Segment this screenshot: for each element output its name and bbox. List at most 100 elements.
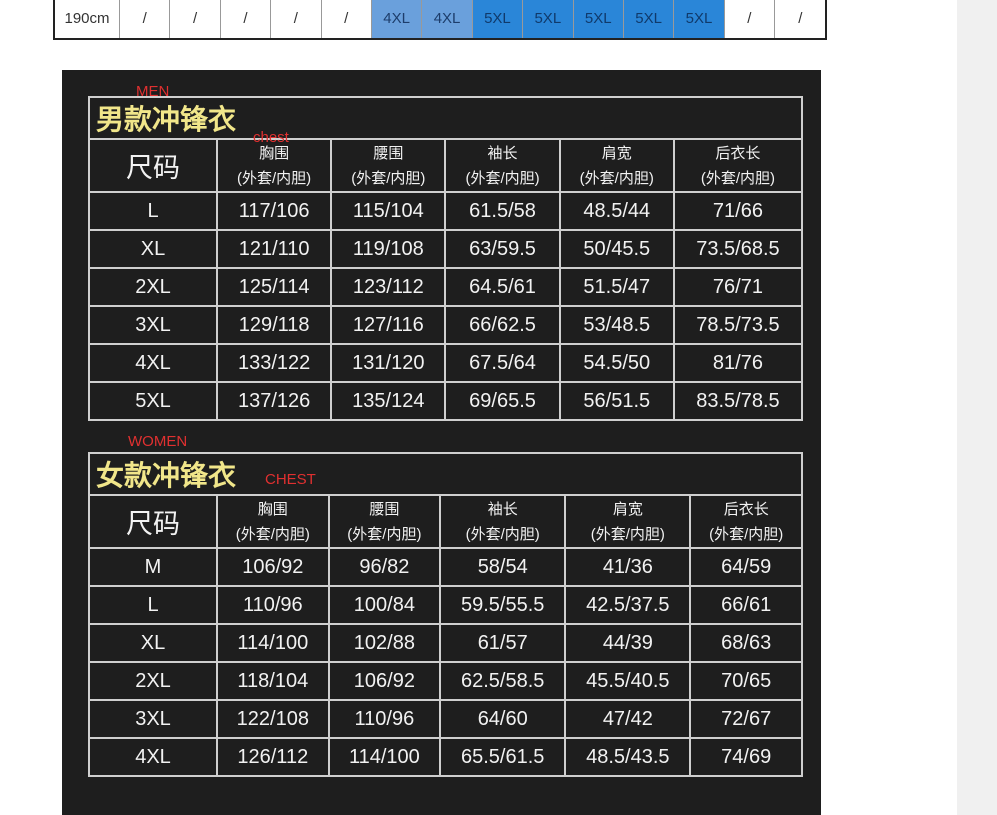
size-cell: 4XL (88, 343, 218, 383)
size-cell: 2XL (88, 661, 218, 701)
measure-cell: 100/84 (327, 585, 442, 625)
measure-cell: 44/39 (564, 623, 692, 663)
size-cell: 5XL (623, 0, 675, 38)
measure-cell: 129/118 (215, 305, 333, 345)
size-cell: 3XL (88, 305, 218, 345)
size-cell: 4XL (88, 737, 218, 777)
measure-cell: 70/65 (689, 661, 803, 701)
column-header: 胸围 (外套/内胆) (215, 138, 333, 193)
measure-cell: 42.5/37.5 (564, 585, 692, 625)
measure-cell: 123/112 (330, 267, 447, 307)
table-row: M 106/92 96/82 58/54 41/36 64/59 (88, 547, 803, 587)
size-cell: / (221, 0, 272, 38)
column-header: 胸围 (外套/内胆) (216, 494, 330, 549)
measure-cell: 66/61 (689, 585, 803, 625)
table-row: 2XL 125/114 123/112 64.5/61 51.5/47 76/71 (88, 267, 804, 307)
height-label: 190cm (55, 0, 120, 38)
table-title: 男款冲锋衣 (88, 96, 803, 140)
measure-cell: 110/96 (216, 585, 330, 625)
size-cell: 2XL (88, 267, 218, 307)
measure-cell: 64.5/61 (444, 267, 561, 307)
measure-cell: 110/96 (327, 699, 442, 739)
measure-cell: 115/104 (330, 191, 447, 231)
table-row: XL 121/110 119/108 63/59.5 50/45.5 73.5/68.5 (88, 229, 804, 269)
measure-cell: 66/62.5 (444, 305, 561, 345)
measure-cell: 118/104 (216, 661, 330, 701)
annotation-men: MEN (136, 83, 170, 100)
measure-cell: 67.5/64 (444, 343, 561, 383)
measure-cell: 68/63 (689, 623, 803, 663)
measure-cell: 61/57 (439, 623, 567, 663)
measure-cell: 58/54 (439, 547, 567, 587)
annotation-women: WOMEN (128, 433, 188, 450)
column-header: 腰围 (外套/内胆) (327, 494, 442, 549)
measure-cell: 106/92 (327, 661, 442, 701)
measure-cell: 126/112 (216, 737, 330, 777)
measure-cell: 131/120 (330, 343, 447, 383)
table-row: 4XL 133/122 131/120 67.5/64 54.5/50 81/76 (88, 343, 804, 383)
measure-cell: 102/88 (327, 623, 442, 663)
size-cell: / (322, 0, 372, 38)
measure-cell: 117/106 (215, 191, 333, 231)
measure-cell: 74/69 (689, 737, 803, 777)
table-row: L 117/106 115/104 61.5/58 48.5/44 71/66 (88, 191, 804, 231)
measure-cell: 48.5/43.5 (564, 737, 692, 777)
measure-cell: 76/71 (672, 267, 804, 307)
size-cell: / (798, 9, 803, 27)
measure-cell: 71/66 (672, 191, 804, 231)
measure-cell: 61.5/58 (444, 191, 561, 231)
measure-cell: 48.5/44 (558, 191, 675, 231)
measure-cell: 65.5/61.5 (439, 737, 567, 777)
size-cell: 5XL (472, 0, 524, 38)
measure-cell: 47/42 (564, 699, 692, 739)
table-title: 女款冲锋衣 (88, 452, 803, 496)
measure-cell: 137/126 (215, 381, 333, 421)
table-row: 3XL 122/108 110/96 64/60 47/42 72/67 (88, 699, 803, 739)
measure-cell: 72/67 (689, 699, 803, 739)
measure-cell: 41/36 (564, 547, 692, 587)
measure-cell: 51.5/47 (558, 267, 675, 307)
measure-cell: 122/108 (216, 699, 330, 739)
measure-cell: 121/110 (215, 229, 333, 269)
size-cell: 5XL (88, 381, 218, 421)
measure-cell: 54.5/50 (558, 343, 675, 383)
measure-cell: 114/100 (327, 737, 442, 777)
size-cell: XL (88, 623, 218, 663)
measure-cell: 45.5/40.5 (564, 661, 692, 701)
column-header: 袖长 (外套/内胆) (439, 494, 567, 549)
measure-cell: 69/65.5 (444, 381, 561, 421)
measure-cell: 135/124 (330, 381, 447, 421)
measure-cell: 114/100 (216, 623, 330, 663)
size-cell: 4XL (422, 0, 473, 38)
measure-cell: 62.5/58.5 (439, 661, 567, 701)
column-header: 袖长 (外套/内胆) (444, 138, 561, 193)
size-cell: 4XL (371, 0, 423, 38)
size-header: 尺码 (88, 138, 218, 193)
annotation-women-chest: CHEST (265, 471, 316, 488)
size-cell: / (120, 0, 171, 38)
size-cell: L (88, 191, 218, 231)
size-chart-top-row: 190cm / / / //4XL 4XL 5XL 5XL 5XL 5XL 5XL / / (53, 0, 828, 40)
measure-cell: 106/92 (216, 547, 330, 587)
column-header: 后衣长 (外套/内胆) (672, 138, 804, 193)
size-cell: / (271, 0, 322, 38)
measure-cell: 81/76 (672, 343, 804, 383)
women-size-table: 女款冲锋衣 尺码 胸围 (外套/内胆) 腰围 (外套/内胆) 袖长 (外套/内胆) 肩宽 (外套/… (88, 452, 803, 777)
size-cell: 3XL (88, 699, 218, 739)
size-cell: 5XL (674, 0, 725, 38)
size-cell: / (170, 0, 221, 38)
measure-cell: 50/45.5 (558, 229, 675, 269)
table-row: 2XL 118/104 106/92 62.5/58.5 45.5/40.5 70/65 (88, 661, 803, 701)
measure-cell: 133/122 (215, 343, 333, 383)
annotation-men-chest: chest (253, 129, 289, 146)
measure-cell: 53/48.5 (558, 305, 675, 345)
measure-cell: 59.5/55.5 (439, 585, 567, 625)
table-row: L 110/96 100/84 59.5/55.5 42.5/37.5 66/61 (88, 585, 803, 625)
measure-cell: 83.5/78.5 (672, 381, 804, 421)
column-header: 肩宽 (外套/内胆) (564, 494, 692, 549)
measure-cell: 63/59.5 (444, 229, 561, 269)
measure-cell: 64/60 (439, 699, 567, 739)
measure-cell: 73.5/68.5 (672, 229, 804, 269)
table-row: 3XL 129/118 127/116 66/62.5 53/48.5 78.5/73.5 (88, 305, 804, 345)
measure-cell: 127/116 (330, 305, 447, 345)
